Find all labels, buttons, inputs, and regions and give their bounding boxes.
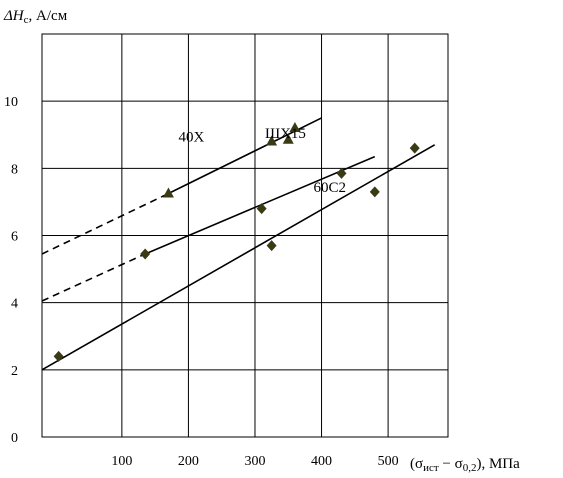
- y-axis-label: ΔHc, А/см: [3, 8, 68, 26]
- series-label: 40Х: [178, 129, 204, 145]
- x-tick-label: 100: [111, 454, 132, 469]
- dashed-fit-line: [42, 254, 145, 301]
- series-labels: 40Х ШХ15 60С2: [178, 126, 346, 196]
- diamond-marker: [140, 248, 150, 259]
- solid-fit-line: [42, 145, 435, 370]
- series-label: 60С2: [314, 180, 347, 196]
- y-tick-label: 2: [11, 364, 18, 379]
- y-tick-label: 10: [4, 95, 18, 110]
- diamond-marker: [267, 240, 277, 251]
- x-tick-labels: 100 200 300 400 500: [111, 454, 398, 469]
- data-points: [54, 122, 420, 362]
- y-tick-label: 6: [11, 230, 18, 245]
- x-tick-label: 200: [178, 454, 199, 469]
- diamond-marker: [370, 186, 380, 197]
- y-tick-label: 4: [11, 297, 18, 312]
- diamond-marker: [54, 351, 64, 362]
- y-tick-labels: 0 2 4 6 8 10: [4, 95, 18, 446]
- y-tick-label: 8: [11, 162, 18, 177]
- grid: [42, 34, 448, 437]
- x-tick-label: 300: [244, 454, 265, 469]
- x-tick-label: 500: [378, 454, 399, 469]
- triangle-marker: [163, 188, 174, 198]
- x-tick-label: 400: [311, 454, 332, 469]
- fit-lines: [42, 118, 435, 370]
- x-axis-label: (σист − σ0,2), МПа: [410, 456, 520, 474]
- y-tick-label: 0: [11, 431, 18, 446]
- diamond-marker: [410, 143, 420, 154]
- diamond-marker: [257, 203, 267, 214]
- series-label: ШХ15: [265, 126, 306, 142]
- dashed-fit-line: [42, 194, 168, 254]
